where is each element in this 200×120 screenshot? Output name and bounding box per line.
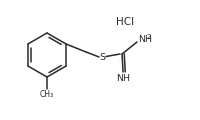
Text: HCl: HCl (115, 17, 133, 27)
Text: 2: 2 (146, 34, 150, 40)
Text: NH: NH (115, 74, 129, 83)
Text: S: S (99, 54, 105, 63)
Text: CH₃: CH₃ (40, 90, 54, 99)
Text: NH: NH (137, 36, 151, 45)
